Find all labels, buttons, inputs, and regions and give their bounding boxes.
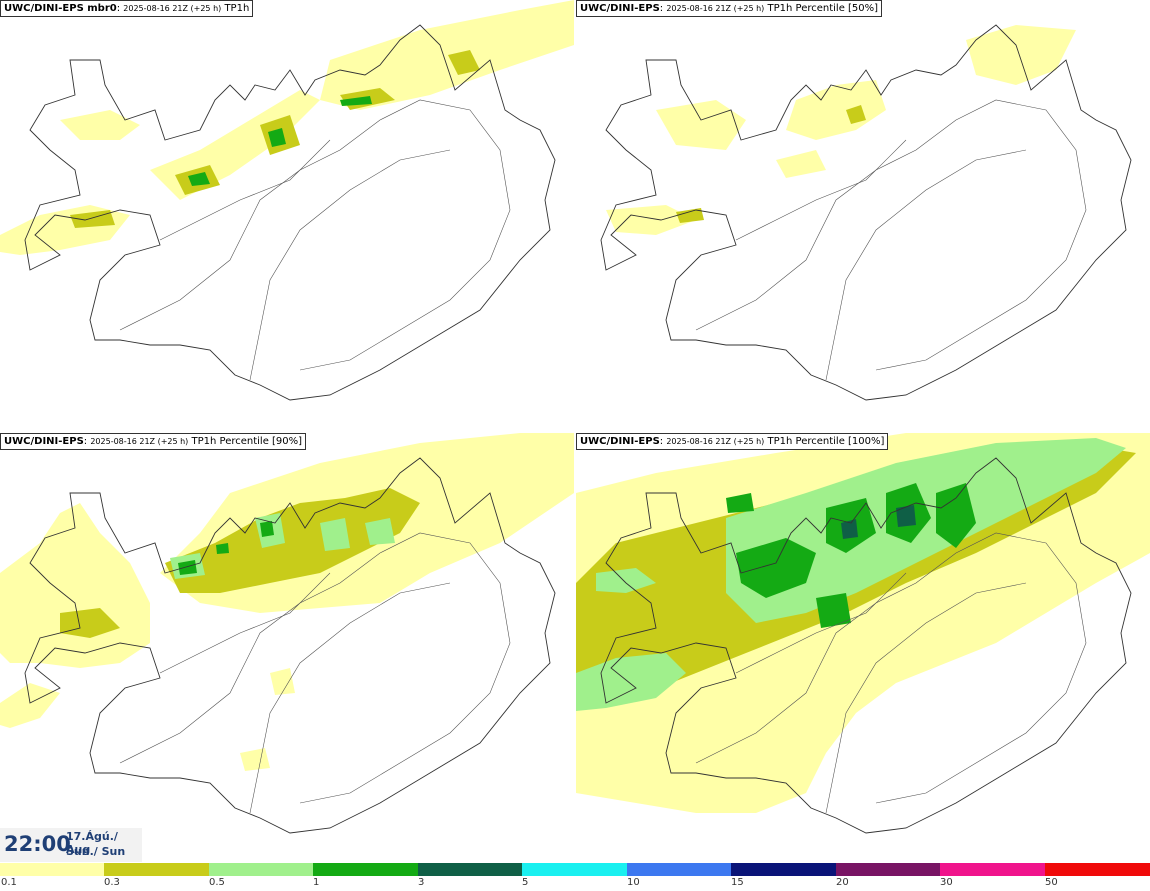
panel-date: 2025-08-16 21Z (+25 h) — [666, 437, 765, 446]
panel-title: UWC/DINI-EPS: 2025-08-16 21Z (+25 h) TP1… — [0, 433, 307, 450]
panel-field: TP1h Percentile [50%] — [767, 3, 879, 14]
map-panel-p90: UWC/DINI-EPS: 2025-08-16 21Z (+25 h) TP1… — [0, 433, 574, 863]
legend-swatch — [731, 863, 836, 876]
panel-model: UWC/DINI-EPS mbr0 — [4, 3, 117, 14]
coastline — [24, 457, 556, 834]
map-panel-p50: UWC/DINI-EPS: 2025-08-16 21Z (+25 h) TP1… — [576, 0, 1150, 430]
map-p100 — [576, 433, 1150, 834]
panel-field: TP1h Percentile [100%] — [767, 436, 885, 447]
legend-swatch — [0, 863, 104, 876]
map-panel-p100: UWC/DINI-EPS: 2025-08-16 21Z (+25 h) TP1… — [576, 433, 1150, 863]
panel-model: UWC/DINI-EPS — [580, 3, 660, 14]
panel-model: UWC/DINI-EPS — [580, 436, 660, 447]
legend-label: 0.1 — [1, 877, 17, 888]
color-legend: 0.1 0.3 0.5 1 3 5 10 15 20 30 50 — [0, 863, 1150, 891]
legend-swatch — [940, 863, 1045, 876]
valid-time-box: 22:00 17.Ágú./ Aug Sun./ Sun — [0, 828, 142, 862]
legend-label: 15 — [731, 877, 744, 888]
panel-date: 2025-08-16 21Z (+25 h) — [90, 437, 189, 446]
panel-field: TP1h — [224, 3, 250, 14]
panel-title: UWC/DINI-EPS mbr0: 2025-08-16 21Z (+25 h… — [0, 0, 254, 17]
roads-borders — [119, 532, 511, 814]
legend-swatch — [313, 863, 418, 876]
map-p50 — [600, 24, 1132, 401]
panel-date: 2025-08-16 21Z (+25 h) — [666, 4, 765, 13]
precip-field — [576, 433, 1150, 813]
legend-label: 1 — [313, 877, 320, 888]
valid-day: Sun./ Sun — [66, 845, 126, 858]
panel-model: UWC/DINI-EPS — [4, 436, 84, 447]
panel-field: TP1h Percentile [90%] — [191, 436, 303, 447]
coastline — [600, 24, 1132, 401]
coastline — [24, 24, 556, 401]
valid-time: 22:00 — [4, 832, 71, 856]
panel-date: 2025-08-16 21Z (+25 h) — [123, 4, 222, 13]
roads-borders — [695, 99, 1087, 381]
precip-field — [0, 0, 574, 255]
legend-swatch — [1045, 863, 1150, 876]
map-panel-mbr0: UWC/DINI-EPS mbr0: 2025-08-16 21Z (+25 h… — [0, 0, 574, 430]
valid-date: 17.Ágú./ Aug — [66, 830, 118, 856]
coastline — [600, 457, 1132, 834]
legend-label: 30 — [940, 877, 953, 888]
legend-label: 0.5 — [209, 877, 225, 888]
legend-label: 10 — [627, 877, 640, 888]
legend-label: 0.3 — [104, 877, 120, 888]
panel-title: UWC/DINI-EPS: 2025-08-16 21Z (+25 h) TP1… — [576, 433, 889, 450]
legend-swatch — [209, 863, 313, 876]
legend-label: 20 — [836, 877, 849, 888]
roads-borders — [695, 532, 1087, 814]
legend-label: 5 — [522, 877, 529, 888]
legend-swatch — [836, 863, 940, 876]
precip-field — [606, 25, 1076, 235]
legend-swatch — [104, 863, 209, 876]
precip-field — [0, 433, 574, 771]
legend-label: 3 — [418, 877, 425, 888]
legend-label: 50 — [1045, 877, 1058, 888]
legend-swatch — [418, 863, 522, 876]
roads-borders — [119, 99, 511, 381]
legend-swatch — [627, 863, 731, 876]
map-p90 — [0, 433, 574, 834]
map-mbr0 — [0, 0, 574, 401]
panel-title: UWC/DINI-EPS: 2025-08-16 21Z (+25 h) TP1… — [576, 0, 883, 17]
legend-swatch — [522, 863, 627, 876]
